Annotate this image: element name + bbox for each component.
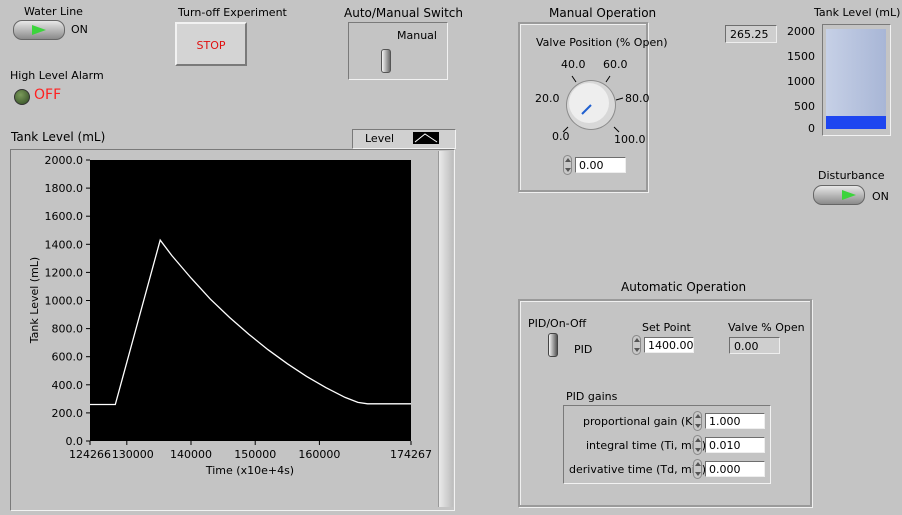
pid-gains-panel: [563, 405, 771, 484]
level-series-line: [90, 238, 411, 406]
kc-label: proportional gain (Kc): [583, 415, 703, 428]
valve-knob[interactable]: [556, 70, 626, 140]
ti-input[interactable]: 0.010: [705, 437, 765, 453]
setpoint-spinner[interactable]: [632, 335, 641, 355]
x-tick-label: 124266: [69, 448, 111, 461]
ti-label: integral time (Ti, min): [586, 439, 707, 452]
stop-button-label: STOP: [196, 39, 226, 52]
x-tick-label: 150000: [234, 448, 276, 461]
setpoint-input[interactable]: 1400.00: [644, 337, 694, 353]
chart-xlabel: Time (x10e+4s): [205, 464, 294, 477]
setpoint-label: Set Point: [642, 321, 691, 334]
knob-tick-40: 40.0: [561, 58, 586, 71]
manual-op-title: Manual Operation: [549, 6, 657, 20]
tank-scale-0: 0: [808, 122, 815, 135]
mode-toggle-switch[interactable]: [381, 49, 391, 75]
valve-open-label: Valve % Open: [728, 321, 805, 334]
knob-tick-60: 60.0: [603, 58, 628, 71]
chart-legend: Level: [352, 129, 456, 149]
knob-tick-0: 0.0: [552, 130, 570, 143]
kc-input[interactable]: 1.000: [705, 413, 765, 429]
x-tick-label: 130000: [112, 448, 154, 461]
tank-fill: [826, 116, 886, 129]
knob-label: Valve Position (% Open): [536, 36, 668, 49]
chart-scrollbar[interactable]: [438, 151, 453, 507]
valve-spinner[interactable]: [563, 155, 572, 175]
disturbance-toggle[interactable]: [813, 185, 865, 205]
ti-spinner[interactable]: [693, 435, 702, 455]
x-tick-label: 140000: [170, 448, 212, 461]
stop-button[interactable]: STOP: [175, 22, 247, 66]
stop-label: Turn-off Experiment: [178, 6, 287, 19]
alarm-label: High Level Alarm: [10, 69, 104, 82]
y-tick-label: 1400.0: [45, 238, 84, 251]
tank-scale-1500: 1500: [787, 50, 815, 63]
y-tick-label: 1800.0: [45, 182, 84, 195]
tank-level-readout: 265.25: [725, 25, 777, 43]
auto-op-frame: [518, 299, 812, 507]
knob-needle: [581, 104, 592, 115]
auto-manual-panel: Manual: [348, 22, 448, 80]
y-tick-label: 1600.0: [45, 210, 84, 223]
knob-tick-80: 80.0: [625, 92, 650, 105]
y-tick-label: 200.0: [52, 407, 84, 420]
y-tick-label: 1200.0: [45, 266, 84, 279]
knob-tick-100: 100.0: [614, 133, 646, 146]
pid-onoff-label: PID/On-Off: [528, 317, 587, 330]
disturbance-state: ON: [872, 190, 889, 203]
chart-ylabel: Tank Level (mL): [28, 257, 41, 344]
auto-manual-label: Auto/Manual Switch: [344, 6, 463, 20]
tank-level-label: Tank Level (mL): [814, 6, 901, 19]
td-spinner[interactable]: [693, 459, 702, 479]
disturbance-label: Disturbance: [818, 169, 885, 182]
legend-swatch-icon: [413, 132, 439, 144]
mode-label: Manual: [397, 29, 437, 42]
x-tick-label: 174267: [390, 448, 432, 461]
tank-frame: [822, 24, 891, 136]
y-tick-label: 400.0: [52, 379, 84, 392]
pid-label: PID: [574, 343, 593, 356]
green-arrow-icon: [32, 25, 46, 35]
y-tick-label: 600.0: [52, 351, 84, 364]
tank-scale-500: 500: [794, 100, 815, 113]
green-arrow-icon: [842, 190, 856, 200]
pid-gains-title: PID gains: [566, 390, 618, 403]
knob-tick-20: 20.0: [535, 92, 560, 105]
chart-title: Tank Level (mL): [11, 130, 106, 144]
water-line-state: ON: [71, 23, 88, 36]
legend-label: Level: [365, 132, 395, 145]
tank-scale: 2000 1500 1000 500 0: [787, 22, 821, 135]
auto-op-title: Automatic Operation: [621, 280, 747, 294]
water-line-label: Water Line: [24, 5, 83, 18]
valve-open-readout: 0.00: [729, 337, 780, 354]
x-tick-label: 160000: [298, 448, 340, 461]
y-tick-label: 0.0: [66, 435, 84, 448]
water-line-toggle[interactable]: [13, 20, 65, 40]
td-label: derivative time (Td, min): [569, 463, 707, 476]
kc-spinner[interactable]: [693, 411, 702, 431]
td-input[interactable]: 0.000: [705, 461, 765, 477]
manual-op-frame: [518, 22, 648, 192]
alarm-state: OFF: [34, 87, 62, 103]
alarm-led-icon: [14, 89, 30, 105]
plot-area: [90, 160, 411, 441]
tank-scale-2000: 2000: [787, 25, 815, 38]
y-tick-label: 2000.0: [45, 154, 84, 167]
valve-position-input[interactable]: 0.00: [575, 157, 626, 173]
tank-scale-1000: 1000: [787, 75, 815, 88]
tank-body: [826, 29, 886, 129]
pid-onoff-switch[interactable]: [548, 333, 558, 357]
y-tick-label: 800.0: [52, 323, 84, 336]
y-tick-label: 1000.0: [45, 295, 84, 308]
